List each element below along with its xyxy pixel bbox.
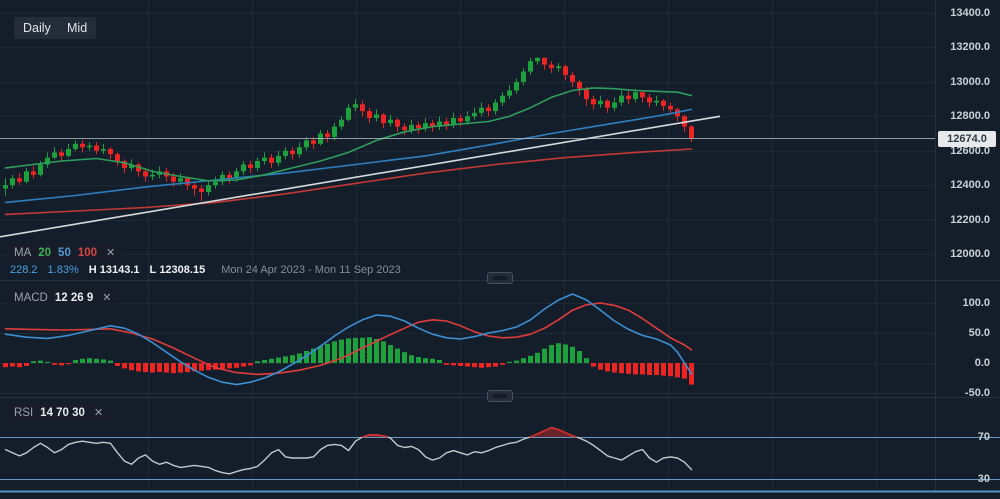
rsi-legend-label: RSI [14, 406, 34, 419]
macd-axis-label: 0.0 [974, 357, 990, 369]
ma100-period-setting[interactable]: 100 [77, 246, 98, 259]
pane-resize-handle-rsi[interactable] [487, 390, 513, 402]
drag-grip-icon [493, 394, 507, 398]
macd-axis-label: 100.0 [962, 297, 990, 309]
timeframe-daily-button[interactable]: Daily [14, 17, 60, 39]
low-label: L 12308.15 [149, 264, 206, 276]
ma-legend-label: MA [14, 246, 32, 259]
rsi-params[interactable]: 14 70 30 [40, 406, 85, 419]
price-axis-label: 12800.0 [950, 110, 990, 123]
date-range-label: Mon 24 Apr 2023 - Mon 11 Sep 2023 [221, 264, 401, 276]
drag-grip-icon [493, 276, 507, 280]
price-axis-label: 12600.0 [950, 144, 990, 157]
price-axis-label: 13000.0 [950, 75, 990, 88]
macd-legend-label: MACD [14, 291, 48, 304]
rsi-close-icon[interactable]: ✕ [93, 407, 104, 419]
timeframe-mid-button[interactable]: Mid [58, 17, 97, 39]
change-percent: 1.83% [47, 264, 79, 276]
high-label: H 13143.1 [88, 264, 140, 276]
pane-resize-handle-macd[interactable] [487, 272, 513, 284]
price-axis-label: 13200.0 [950, 41, 990, 54]
price-axis-label: 12200.0 [950, 213, 990, 226]
macd-close-icon[interactable]: ✕ [102, 292, 112, 304]
macd-indicator-legend: MACD 12 26 9 ✕ [6, 288, 120, 307]
price-axis-label: 12400.0 [950, 179, 990, 192]
macd-params[interactable]: 12 26 9 [54, 291, 94, 304]
macd-axis-label: 50.0 [968, 327, 990, 339]
ohlc-values-row: 228.2 1.83% H 13143.1 L 12308.15 Mon 24 … [10, 264, 401, 276]
ma50-period-setting[interactable]: 50 [58, 246, 71, 259]
price-axis-label: 13400.0 [950, 7, 990, 19]
last-price-tag: 12674.0 [938, 131, 996, 147]
ma20-period-setting[interactable]: 20 [38, 246, 52, 259]
price-axis-label: 12000.0 [950, 248, 990, 260]
rsi-axis-label: 70 [977, 431, 990, 443]
ma-close-icon[interactable]: ✕ [106, 247, 116, 259]
ma-indicator-legend: MA 20 50 100 ✕ [6, 243, 124, 262]
rsi-indicator-legend: RSI 14 70 30 ✕ [6, 403, 112, 422]
change-value: 228.2 [10, 264, 38, 276]
rsi-axis-label: 30 [977, 473, 990, 485]
macd-axis-label: -50.0 [964, 387, 990, 399]
